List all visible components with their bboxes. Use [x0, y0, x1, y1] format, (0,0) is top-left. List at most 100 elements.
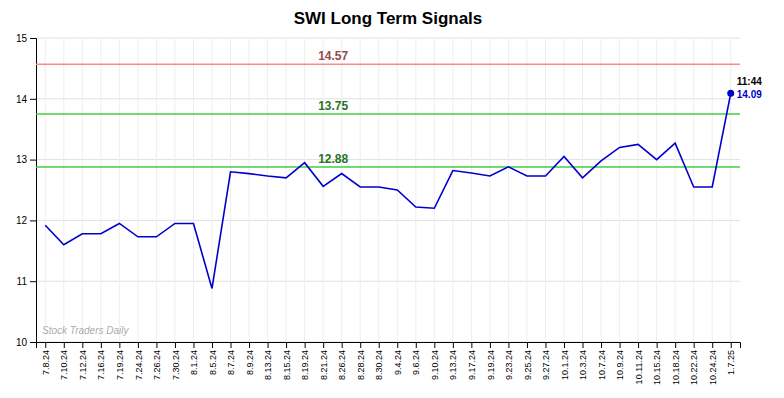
x-tick-mark — [175, 342, 176, 348]
y-tick-mark — [30, 99, 36, 100]
grid-line-x — [378, 38, 379, 342]
data-line — [45, 93, 730, 288]
x-tick-mark — [731, 342, 732, 348]
reference-line — [36, 113, 740, 115]
x-tick-mark — [416, 342, 417, 348]
x-tick-label: 8.19.24 — [300, 350, 310, 380]
x-tick-label: 8.30.24 — [374, 350, 384, 380]
x-tick: 10.1.24 — [560, 342, 570, 380]
chart-svg: 1011121314157.8.247.10.247.12.247.16.247… — [0, 0, 784, 398]
x-tick-mark — [379, 342, 380, 348]
x-tick-mark — [694, 342, 695, 348]
y-tick-label: 15 — [16, 33, 28, 44]
grid-line-x — [693, 38, 694, 342]
grid-line-y — [36, 159, 740, 160]
grid-line-x — [619, 38, 620, 342]
x-tick-label: 1.7.25 — [726, 350, 736, 375]
grid-line-x — [193, 38, 194, 342]
grid-line-y — [36, 38, 740, 39]
x-tick: 10.3.24 — [578, 342, 588, 380]
chart-title: SWI Long Term Signals — [294, 9, 483, 28]
x-tick-label: 10.22.24 — [689, 350, 699, 385]
grid-line-x — [545, 38, 546, 342]
x-tick: 10.7.24 — [597, 342, 607, 380]
x-tick-mark — [601, 342, 602, 348]
x-tick: 7.8.24 — [41, 342, 51, 375]
x-tick-mark — [323, 342, 324, 348]
grid — [36, 38, 740, 342]
point-annotation: 11:44 — [737, 76, 762, 87]
reference-label: 14.57 — [318, 49, 348, 63]
grid-line-x — [526, 38, 527, 342]
point-annotation: 14.09 — [737, 89, 762, 100]
x-tick: 9.17.24 — [467, 342, 477, 380]
x-tick-mark — [583, 342, 584, 348]
x-tick: 10.24.24 — [708, 342, 718, 385]
x-tick-label: 7.10.24 — [59, 350, 69, 380]
grid-line-x — [156, 38, 157, 342]
grid-line-x — [341, 38, 342, 342]
x-tick: 9.4.24 — [393, 342, 403, 375]
x-tick: 8.9.24 — [245, 342, 255, 375]
x-tick: 8.15.24 — [282, 342, 292, 380]
chart-container: 1011121314157.8.247.10.247.12.247.16.247… — [0, 0, 784, 398]
x-tick-label: 7.26.24 — [152, 350, 162, 380]
x-tick-label: 7.8.24 — [41, 350, 51, 375]
x-tick: 8.21.24 — [319, 342, 329, 380]
y-axis: 101112131415 — [16, 33, 37, 348]
x-tick-label: 10.15.24 — [652, 350, 662, 385]
x-axis-line — [37, 343, 741, 349]
x-tick: 8.13.24 — [263, 342, 273, 380]
x-tick-mark — [138, 342, 139, 348]
y-tick-label: 11 — [17, 276, 28, 287]
x-tick: 10.11.24 — [634, 342, 644, 384]
last-point — [727, 90, 734, 97]
x-tick-mark — [675, 342, 676, 348]
x-tick: 7.26.24 — [152, 342, 162, 380]
grid-line-x — [304, 38, 305, 342]
x-tick-label: 10.3.24 — [578, 350, 588, 380]
x-tick-label: 9.4.24 — [393, 350, 403, 375]
x-tick-mark — [119, 342, 120, 348]
x-tick: 7.24.24 — [134, 342, 144, 380]
x-tick-mark — [64, 342, 65, 348]
x-tick-label: 8.7.24 — [226, 350, 236, 375]
grid-line-x — [471, 38, 472, 342]
grid-line-x — [137, 38, 138, 342]
y-tick: 12 — [16, 215, 36, 226]
grid-line-x — [415, 38, 416, 342]
x-axis: 7.8.247.10.247.12.247.16.247.19.247.24.2… — [37, 342, 741, 385]
y-tick-mark — [30, 342, 36, 343]
grid-line-x — [434, 38, 435, 342]
x-tick-mark — [342, 342, 343, 348]
y-tick: 10 — [16, 337, 36, 348]
x-tick: 7.30.24 — [171, 342, 181, 380]
x-tick-label: 7.16.24 — [96, 350, 106, 380]
x-tick-mark — [231, 342, 232, 348]
y-tick: 11 — [17, 276, 36, 287]
reference-label: 13.75 — [318, 99, 348, 113]
x-tick-mark — [508, 342, 509, 348]
y-tick-mark — [30, 160, 36, 161]
reference-line — [36, 166, 740, 168]
grid-line-x — [656, 38, 657, 342]
x-tick-label: 7.19.24 — [115, 350, 125, 380]
x-tick: 9.10.24 — [430, 342, 440, 380]
x-tick: 8.7.24 — [226, 342, 236, 375]
x-tick-label: 9.10.24 — [430, 350, 440, 380]
x-tick-mark — [193, 342, 194, 348]
x-tick: 9.23.24 — [504, 342, 514, 380]
grid-line-x — [638, 38, 639, 342]
grid-line-x — [45, 38, 46, 342]
x-tick-mark — [471, 342, 472, 348]
x-tick: 10.22.24 — [689, 342, 699, 385]
x-tick-mark — [657, 342, 658, 348]
x-tick-mark — [286, 342, 287, 348]
x-tick-label: 10.1.24 — [560, 350, 570, 380]
watermark: Stock Traders Daily — [42, 325, 130, 336]
x-tick-label: 10.9.24 — [615, 350, 625, 380]
grid-line-x — [730, 38, 731, 342]
grid-line-x — [360, 38, 361, 342]
grid-line-x — [119, 38, 120, 342]
x-tick-label: 9.23.24 — [504, 350, 514, 380]
